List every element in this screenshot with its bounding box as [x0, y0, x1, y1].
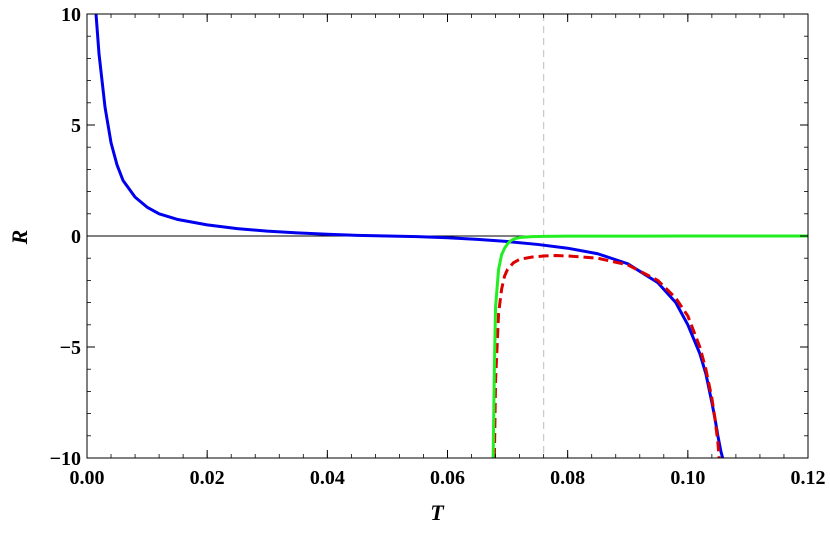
x-tick-label: 0.06 — [430, 467, 465, 489]
series-line-2 — [492, 254, 721, 458]
y-tick-label: 10 — [61, 4, 81, 26]
x-tick-label: 0.00 — [70, 467, 105, 489]
x-tick-label: 0.04 — [310, 467, 345, 489]
x-axis-title: T — [430, 500, 445, 525]
x-tick-label: 0.08 — [550, 467, 585, 489]
series-line-1 — [94, 14, 725, 458]
y-tick-label: 0 — [71, 226, 81, 248]
x-tick-label: 0.02 — [190, 467, 225, 489]
x-tick-label: 0.12 — [791, 467, 826, 489]
series-layer — [94, 14, 808, 458]
y-tick-label: 5 — [71, 115, 81, 137]
y-axis-title: R — [7, 230, 32, 246]
y-tick-label: −10 — [50, 448, 81, 470]
x-tick-label: 0.10 — [670, 467, 705, 489]
y-tick-label: −5 — [60, 337, 81, 359]
tick-layer: 0.00 0.02 0.04 0.06 0.08 0.10 0.12 −10 −5 0 5 10 — [50, 4, 826, 489]
series-line-3 — [491, 234, 808, 458]
